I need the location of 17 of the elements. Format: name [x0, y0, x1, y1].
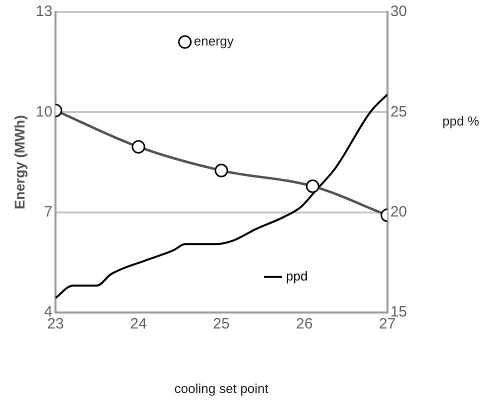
- x-tick-label: 23: [47, 316, 64, 333]
- x-tick-label: 27: [378, 316, 396, 333]
- x-tick-label: 26: [296, 316, 313, 333]
- line-series: [55, 94, 388, 299]
- y-tick-label: 7: [44, 203, 52, 220]
- y-tick-label: 13: [36, 3, 52, 20]
- x-axis-title: cooling set point: [174, 380, 269, 396]
- y2-tick-label: 25: [390, 103, 408, 120]
- legend-label: ppd: [286, 268, 308, 284]
- y2-axis-title: ppd %: [442, 114, 480, 129]
- y2-tick-label: 20: [390, 203, 408, 220]
- y-axis-title: Energy (MWh): [11, 115, 28, 210]
- y2-tick-label: 30: [390, 3, 408, 20]
- x-tick-label: 25: [213, 316, 230, 333]
- x-tick-label: 24: [130, 316, 147, 333]
- y-tick-label: 10: [36, 103, 52, 120]
- legend-label: energy: [194, 34, 234, 49]
